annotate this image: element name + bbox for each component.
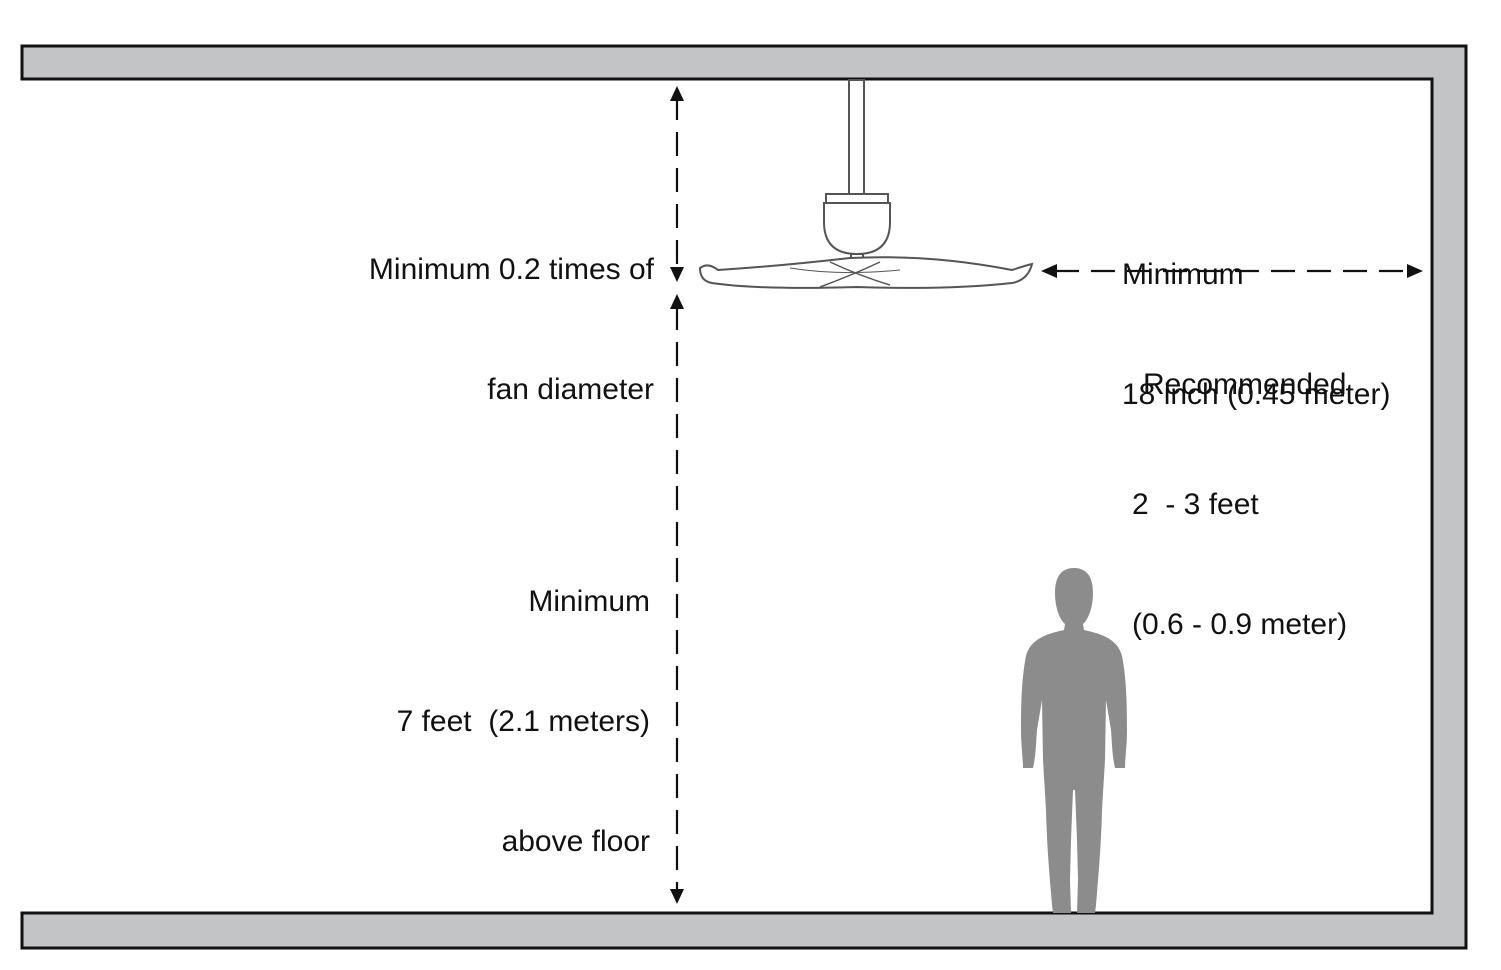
wall-clearance-line-1: Minimum <box>1122 258 1244 291</box>
top-clearance-label: Minimum 0.2 times of fan diameter <box>369 170 654 450</box>
recommended-line-1: Recommended <box>1143 368 1347 401</box>
top-clearance-line-1: Minimum 0.2 times of <box>368 253 654 286</box>
top-clearance-line-2: fan diameter <box>487 373 654 406</box>
recommended-line-3: (0.6 - 0.9 meter) <box>1132 608 1348 641</box>
floor-clearance-arrow <box>670 294 684 904</box>
floor-clearance-label: Minimum 7 feet (2.1 meters) above floor <box>397 502 650 902</box>
floor-clearance-line-2: 7 feet (2.1 meters) <box>396 705 650 738</box>
top-clearance-arrow <box>670 86 684 282</box>
recommended-line-2: 2 - 3 feet <box>1132 488 1259 521</box>
recommended-label: Recommended 2 - 3 feet (0.6 - 0.9 meter) <box>1132 285 1347 685</box>
floor-clearance-line-3: above floor <box>501 825 650 858</box>
wall-clearance-line-2: 18 inch (0.45 meter) <box>1122 378 1391 411</box>
floor-clearance-line-1: Minimum <box>528 585 650 618</box>
wall-clearance-arrow <box>1041 264 1423 278</box>
ceiling-fan-icon <box>698 79 1034 289</box>
human-silhouette-icon <box>1021 568 1127 913</box>
wall-clearance-label: Minimum 18 inch (0.45 meter) <box>1122 175 1390 455</box>
